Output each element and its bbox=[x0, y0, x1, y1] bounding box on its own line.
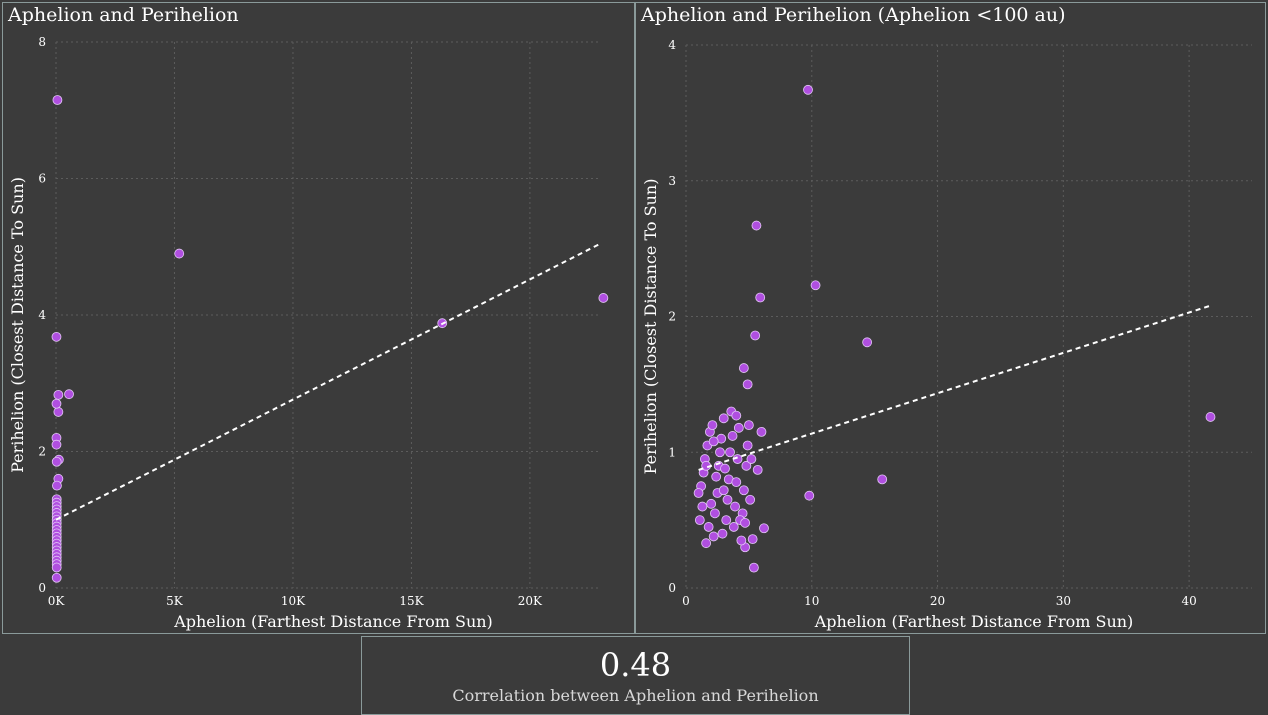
c1-data-point[interactable] bbox=[728, 522, 739, 532]
c1-data-point[interactable] bbox=[752, 464, 763, 475]
correlation-caption: Correlation between Aphelion and Perihel… bbox=[452, 686, 819, 705]
c1-data-point[interactable] bbox=[693, 488, 704, 498]
chart-title-right: Aphelion and Perihelion (Aphelion <100 a… bbox=[641, 4, 1066, 26]
c0-x-tick-label: 5K bbox=[166, 594, 184, 608]
c1-data-point[interactable] bbox=[745, 494, 756, 505]
c1-data-point[interactable] bbox=[741, 460, 752, 471]
c1-y-tick-label: 1 bbox=[668, 445, 676, 459]
c1-data-point[interactable] bbox=[749, 562, 759, 573]
c1-data-point[interactable] bbox=[742, 440, 753, 451]
c1-data-point[interactable] bbox=[1205, 412, 1216, 422]
chart-panel-left: Aphelion and Perihelion 0 2 4 6 8 0K 5K 10K 15K 2… bbox=[2, 2, 635, 634]
c1-data-point[interactable] bbox=[738, 485, 749, 496]
c0-x-tick-label: 20K bbox=[518, 594, 543, 608]
c1-data-point[interactable] bbox=[708, 531, 719, 542]
c0-data-point[interactable] bbox=[51, 331, 62, 342]
c1-x-tick-label: 30 bbox=[1056, 594, 1071, 608]
c1-data-point[interactable] bbox=[717, 528, 728, 539]
c0-x-axis-label: Aphelion (Farthest Distance From Sun) bbox=[173, 612, 493, 631]
c0-data-point[interactable] bbox=[174, 248, 185, 259]
c0-data-point[interactable] bbox=[52, 95, 63, 105]
c1-data-point[interactable] bbox=[750, 330, 761, 341]
c1-x-tick-label: 0 bbox=[682, 594, 690, 608]
c0-y-tick-label: 4 bbox=[38, 308, 46, 322]
c1-data-point[interactable] bbox=[701, 538, 712, 549]
c0-data-point[interactable] bbox=[51, 439, 62, 450]
scatter-chart-left[interactable]: 0 2 4 6 8 0K 5K 10K 15K 20K Aphelion (Farthest Dis… bbox=[3, 3, 634, 633]
c1-data-point[interactable] bbox=[706, 498, 717, 509]
c1-data-point[interactable] bbox=[751, 220, 762, 231]
c1-data-point[interactable] bbox=[708, 436, 719, 447]
c0-data-point[interactable] bbox=[51, 572, 62, 583]
c0-x-tick-label: 0K bbox=[48, 594, 66, 608]
c1-data-point[interactable] bbox=[718, 485, 729, 496]
c1-data-point[interactable] bbox=[740, 517, 751, 528]
c1-y-tick-label: 0 bbox=[668, 581, 676, 595]
c1-data-point[interactable] bbox=[731, 410, 742, 421]
c1-data-point[interactable] bbox=[742, 379, 753, 390]
c1-data-point[interactable] bbox=[730, 501, 740, 512]
c1-data-point[interactable] bbox=[738, 363, 749, 373]
c1-data-point[interactable] bbox=[803, 84, 813, 95]
c1-data-point[interactable] bbox=[810, 280, 821, 291]
c1-trend-line bbox=[698, 304, 1211, 471]
c1-data-point[interactable] bbox=[710, 508, 720, 519]
c1-data-point[interactable] bbox=[721, 515, 732, 526]
c0-x-tick-label: 10K bbox=[281, 594, 306, 608]
c0-y-tick-label: 8 bbox=[38, 35, 46, 49]
c0-trend-line bbox=[55, 242, 602, 521]
c1-data-point[interactable] bbox=[759, 523, 769, 534]
c1-data-point[interactable] bbox=[697, 501, 708, 512]
c0-data-point[interactable] bbox=[53, 407, 64, 417]
c0-data-point[interactable] bbox=[51, 562, 62, 573]
c1-y-tick-label: 3 bbox=[668, 174, 676, 188]
c1-x-tick-label: 20 bbox=[930, 594, 945, 608]
c1-data-point[interactable] bbox=[747, 534, 758, 545]
c0-data-point[interactable] bbox=[51, 398, 62, 409]
c1-data-point[interactable] bbox=[804, 490, 815, 501]
c1-data-point[interactable] bbox=[694, 515, 705, 526]
c1-data-point[interactable] bbox=[711, 471, 722, 482]
c1-data-point[interactable] bbox=[756, 426, 767, 437]
c0-x-tick-label: 15K bbox=[399, 594, 424, 608]
c1-x-tick-label: 40 bbox=[1181, 594, 1196, 608]
c0-y-tick-label: 2 bbox=[38, 445, 46, 459]
c1-y-tick-label: 2 bbox=[668, 310, 676, 324]
c1-data-point[interactable] bbox=[877, 474, 888, 485]
c1-y-axis-label: Perihelion (Closest Distance To Sun) bbox=[641, 179, 660, 475]
c1-data-point[interactable] bbox=[743, 420, 754, 431]
c1-data-point[interactable] bbox=[715, 447, 725, 458]
c1-x-tick-label: 10 bbox=[804, 594, 819, 608]
c1-data-point[interactable] bbox=[720, 463, 730, 474]
c1-x-axis-label: Aphelion (Farthest Distance From Sun) bbox=[814, 612, 1134, 631]
chart-title-left: Aphelion and Perihelion bbox=[8, 4, 239, 26]
c1-data-point[interactable] bbox=[727, 431, 738, 441]
c1-data-point[interactable] bbox=[718, 413, 729, 424]
c0-data-point[interactable] bbox=[64, 389, 74, 400]
c1-data-point[interactable] bbox=[722, 494, 733, 505]
c1-data-point[interactable] bbox=[733, 422, 744, 433]
c1-y-tick-label: 4 bbox=[668, 38, 676, 52]
c1-data-point[interactable] bbox=[746, 454, 757, 464]
c1-data-point[interactable] bbox=[725, 447, 735, 458]
c1-data-point[interactable] bbox=[736, 535, 747, 546]
c0-data-point[interactable] bbox=[598, 293, 609, 303]
c1-data-point[interactable] bbox=[731, 477, 742, 488]
c1-data-point[interactable] bbox=[862, 337, 873, 348]
c0-y-tick-label: 0 bbox=[38, 581, 46, 595]
c0-data-point[interactable] bbox=[53, 389, 64, 400]
chart-panel-right: Aphelion and Perihelion (Aphelion <100 a… bbox=[635, 2, 1266, 634]
c1-data-point[interactable] bbox=[707, 420, 718, 431]
c0-y-tick-label: 6 bbox=[38, 172, 46, 186]
correlation-value: 0.48 bbox=[599, 646, 672, 684]
c1-data-point[interactable] bbox=[703, 522, 714, 532]
correlation-kpi: 0.48 Correlation between Aphelion and Pe… bbox=[361, 636, 910, 715]
c0-data-point[interactable] bbox=[51, 456, 62, 467]
c1-data-point[interactable] bbox=[755, 292, 766, 303]
c0-data-point[interactable] bbox=[52, 480, 62, 491]
c0-y-axis-label: Perihelion (Closest Distance To Sun) bbox=[8, 177, 27, 473]
